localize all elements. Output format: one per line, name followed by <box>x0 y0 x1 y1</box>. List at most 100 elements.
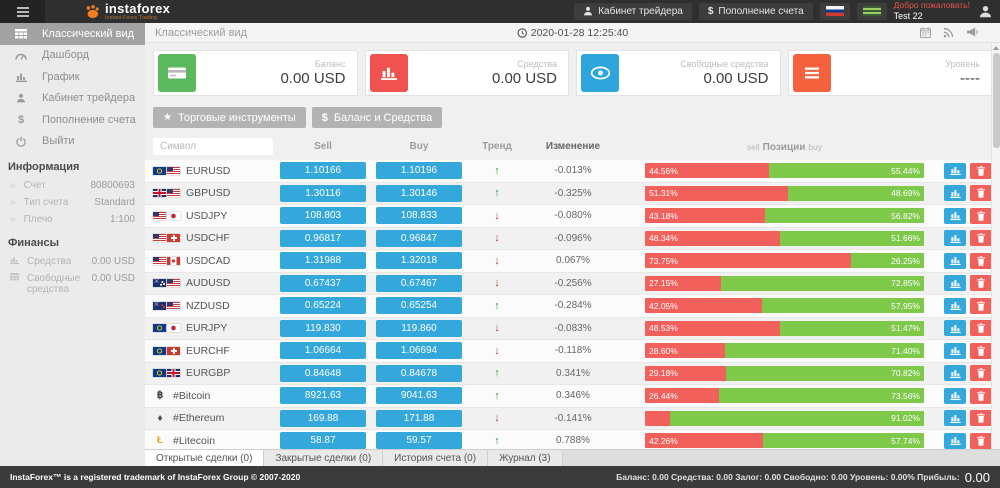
scroll-up-icon[interactable] <box>993 46 999 50</box>
delete-symbol-button[interactable] <box>970 320 992 337</box>
scrollbar[interactable] <box>991 43 1000 449</box>
deposit-button[interactable]: $ Пополнение счета <box>698 2 813 20</box>
trend-down-icon: ↓ <box>494 344 500 357</box>
delete-symbol-button[interactable] <box>970 365 992 382</box>
buy-price-button[interactable]: 1.06694 <box>376 342 462 360</box>
open-chart-button[interactable] <box>944 162 966 179</box>
sidebar-item-1[interactable]: Классический вид <box>0 23 145 45</box>
megaphone-icon[interactable] <box>966 27 978 38</box>
table-icon <box>15 28 27 39</box>
delete-symbol-button[interactable] <box>970 185 992 202</box>
card-label: Баланс <box>314 59 346 69</box>
buy-price-button[interactable]: 59.57 <box>376 432 462 450</box>
profile-icon[interactable] <box>979 5 992 18</box>
sell-price-button[interactable]: 1.30116 <box>280 184 366 202</box>
bar-chart-icon <box>380 66 397 80</box>
eye-icon <box>590 66 611 80</box>
positions-cell: 91.02% <box>619 410 936 426</box>
sell-price-button[interactable]: 0.67437 <box>280 274 366 292</box>
user-icon <box>583 6 593 16</box>
sell-price-button[interactable]: 0.96817 <box>280 229 366 247</box>
delete-symbol-button[interactable] <box>970 162 992 179</box>
balance-funds-button[interactable]: $ Баланс и Средства <box>311 107 443 128</box>
sell-price-button[interactable]: 1.10166 <box>280 162 366 180</box>
chevron-right-icon: » <box>10 180 16 191</box>
symbol-label: GBPUSD <box>186 187 231 200</box>
open-chart-button[interactable] <box>944 252 966 269</box>
open-chart-button[interactable] <box>944 432 966 449</box>
open-chart-button[interactable] <box>944 230 966 247</box>
open-chart-button[interactable] <box>944 185 966 202</box>
open-chart-button[interactable] <box>944 365 966 382</box>
flag-eu-icon <box>153 324 166 333</box>
symbol-label: NZDUSD <box>186 299 230 312</box>
sell-price-button[interactable]: 108.803 <box>280 207 366 225</box>
open-chart-button[interactable] <box>944 320 966 337</box>
buy-price-button[interactable]: 0.96847 <box>376 229 462 247</box>
tab-1[interactable]: Открытые сделки (0) <box>145 450 265 466</box>
delete-symbol-button[interactable] <box>970 297 992 314</box>
buy-price-button[interactable]: 171.88 <box>376 409 462 427</box>
calendar-icon[interactable] <box>920 27 931 38</box>
open-chart-button[interactable] <box>944 297 966 314</box>
buy-price-button[interactable]: 9041.63 <box>376 387 462 405</box>
sidebar-item-5[interactable]: $ Пополнение счета <box>0 109 145 131</box>
trader-cabinet-button[interactable]: Кабинет трейдера <box>574 2 692 20</box>
sidebar-item-3[interactable]: График <box>0 66 145 88</box>
tab-3[interactable]: История счета (0) <box>383 450 489 466</box>
buy-price-button[interactable]: 1.32018 <box>376 252 462 270</box>
language-alt-button[interactable] <box>856 2 887 20</box>
delete-symbol-button[interactable] <box>970 387 992 404</box>
buy-price-button[interactable]: 1.30146 <box>376 184 462 202</box>
change-value: -0.141% <box>554 412 592 424</box>
instaforex-logo: instaforex Instant Forex Trading <box>85 2 170 22</box>
buy-positions-segment: 57.95% <box>762 298 924 314</box>
trading-instruments-button[interactable]: ★ Торговые инструменты <box>153 107 306 128</box>
trend-down-icon: ↓ <box>494 277 500 290</box>
sell-price-button[interactable]: 1.31988 <box>280 252 366 270</box>
buy-price-button[interactable]: 0.84678 <box>376 364 462 382</box>
buy-price-button[interactable]: 1.10196 <box>376 162 462 180</box>
main-panel: Классический вид 2020-01-28 12:25:40 Бал… <box>145 23 1000 466</box>
tab-4[interactable]: Журнал (3) <box>488 450 563 466</box>
symbol-filter-input[interactable] <box>153 137 273 155</box>
open-chart-button[interactable] <box>944 387 966 404</box>
rss-icon[interactable] <box>943 27 954 38</box>
footer-stats: Баланс: 0.00 Средства: 0.00 Залог: 0.00 … <box>616 472 960 482</box>
delete-symbol-button[interactable] <box>970 342 992 359</box>
open-chart-button[interactable] <box>944 275 966 292</box>
buy-price-button[interactable]: 119.860 <box>376 319 462 337</box>
positions-cell: 29.18% 70.82% <box>619 365 936 381</box>
delete-symbol-button[interactable] <box>970 252 992 269</box>
tab-2[interactable]: Закрытые сделки (0) <box>264 450 384 466</box>
sidebar-item-4[interactable]: Кабинет трейдера <box>0 88 145 110</box>
info-label: Плечо <box>23 214 53 225</box>
open-chart-button[interactable] <box>944 410 966 427</box>
open-chart-button[interactable] <box>944 342 966 359</box>
delete-symbol-button[interactable] <box>970 432 992 449</box>
sell-price-button[interactable]: 119.830 <box>280 319 366 337</box>
delete-symbol-button[interactable] <box>970 275 992 292</box>
sidebar-item-6[interactable]: Выйти <box>0 131 145 153</box>
sell-price-button[interactable]: 169.88 <box>280 409 366 427</box>
open-chart-button[interactable] <box>944 207 966 224</box>
sell-price-button[interactable]: 58.87 <box>280 432 366 450</box>
delete-symbol-button[interactable] <box>970 207 992 224</box>
buy-price-button[interactable]: 108.833 <box>376 207 462 225</box>
table-row: USDJPY 108.803 108.833 ↓ -0.080% 43.18% 56.82% <box>145 205 1000 228</box>
sidebar-item-2[interactable]: Дашборд <box>0 45 145 67</box>
buy-price-button[interactable]: 0.65254 <box>376 297 462 315</box>
menu-icon[interactable] <box>0 0 45 23</box>
sell-price-button[interactable]: 0.65224 <box>280 297 366 315</box>
sell-price-button[interactable]: 0.84648 <box>280 364 366 382</box>
table-row: USDCAD 1.31988 1.32018 ↓ 0.067% 73.75% 26.25% <box>145 250 1000 273</box>
symbol-cell: EURCHF <box>153 345 275 357</box>
sell-price-button[interactable]: 1.06664 <box>280 342 366 360</box>
delete-symbol-button[interactable] <box>970 230 992 247</box>
buy-price-button[interactable]: 0.67467 <box>376 274 462 292</box>
delete-symbol-button[interactable] <box>970 410 992 427</box>
language-russian-button[interactable] <box>819 2 850 20</box>
sell-price-button[interactable]: 8921.63 <box>280 387 366 405</box>
info-label: Счет <box>23 180 46 191</box>
scrollbar-thumb[interactable] <box>993 53 1000 148</box>
